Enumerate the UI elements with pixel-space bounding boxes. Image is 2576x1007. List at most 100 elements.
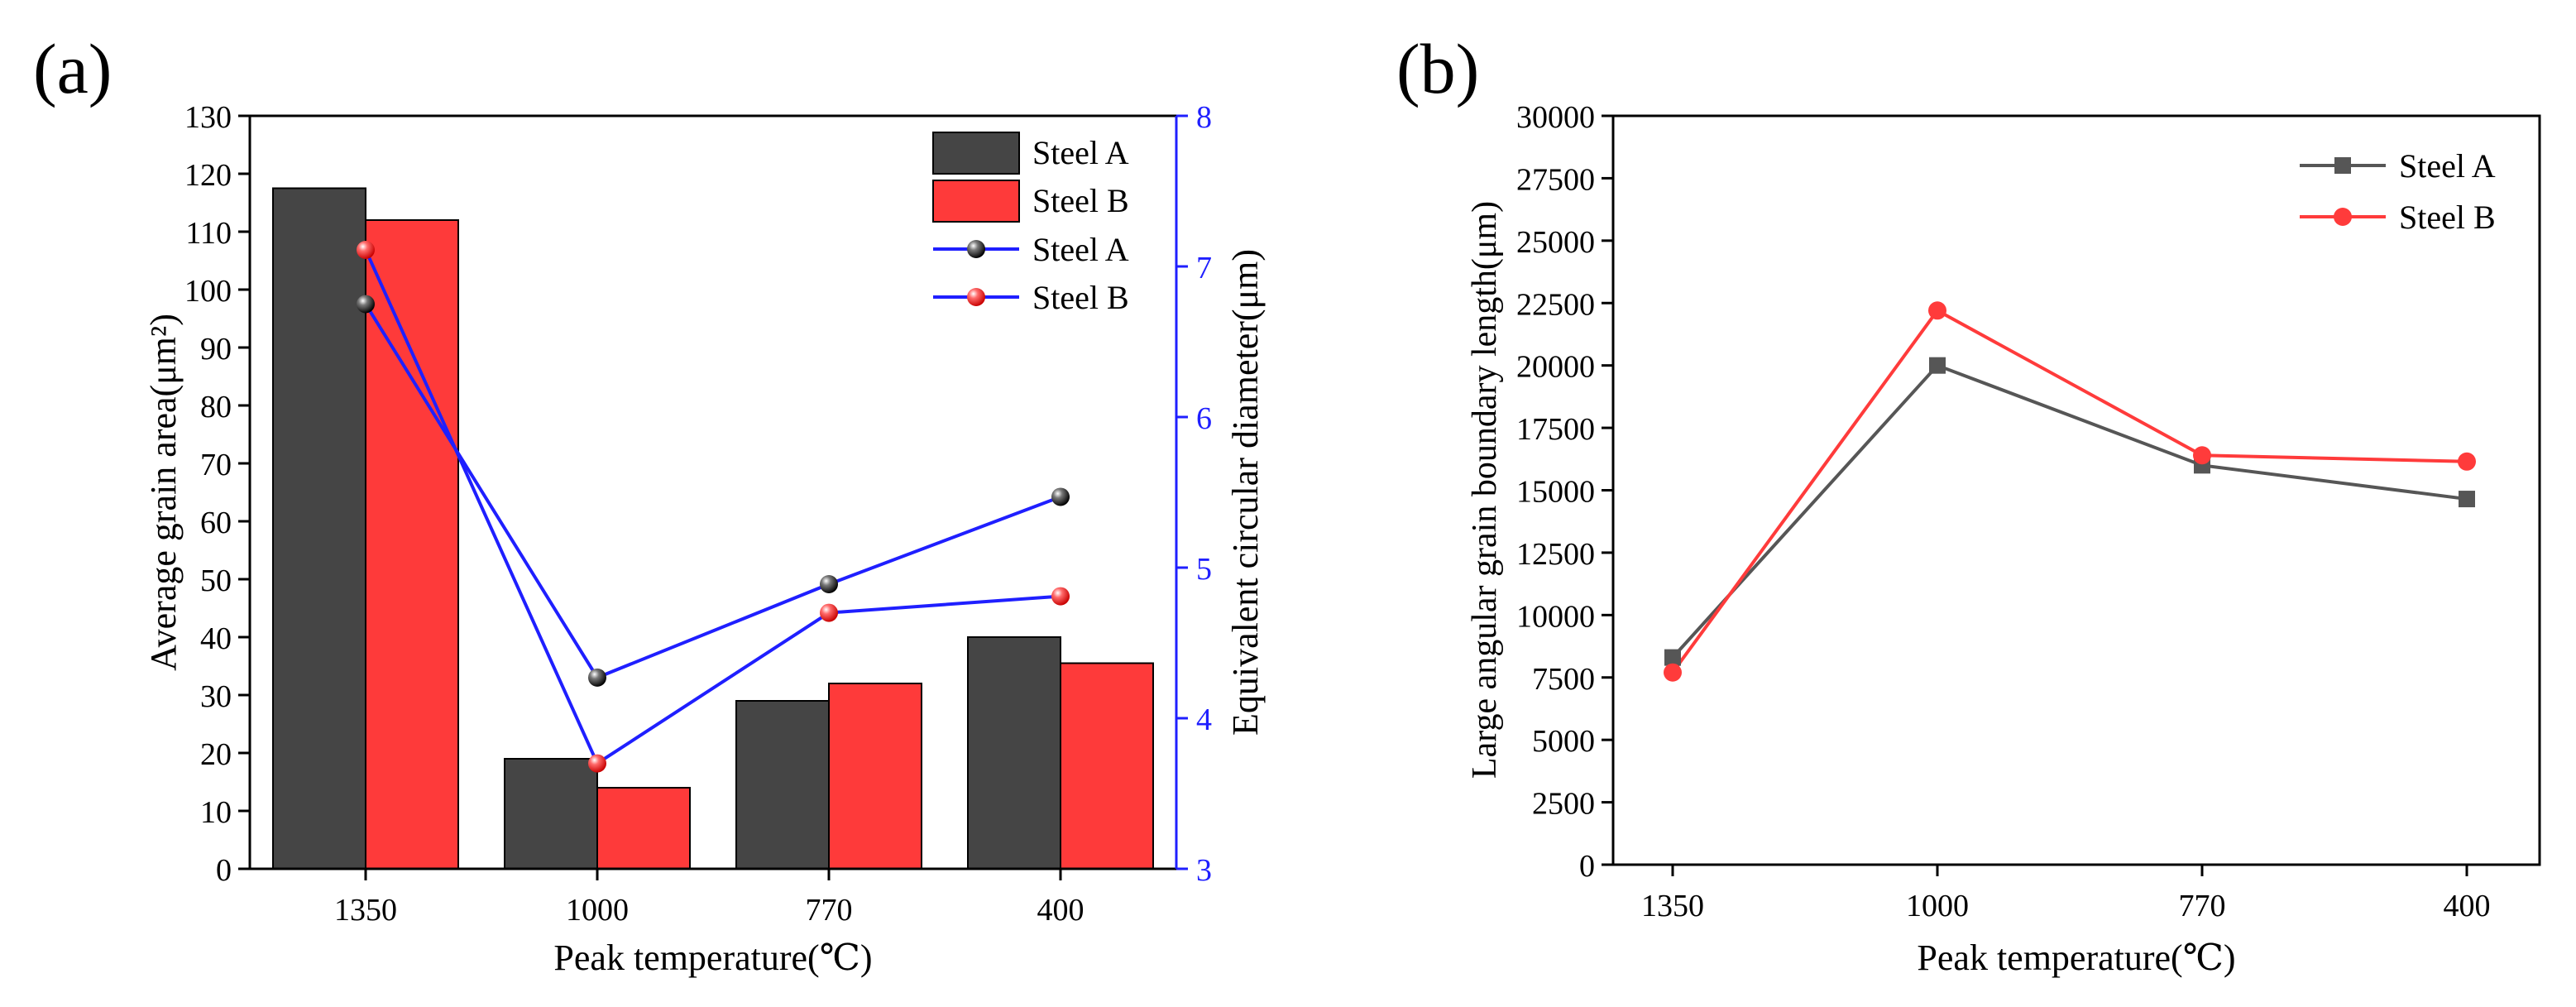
y-tick-label: 2500	[1532, 787, 1595, 822]
bar-steel-b-400	[1060, 662, 1154, 870]
y-tick-label: 0	[216, 853, 232, 888]
legend-label-0: Steel A	[2399, 147, 2496, 185]
line-steel-b-diameter	[364, 249, 1061, 766]
x-tick-label: 1350	[1641, 889, 1704, 923]
y-tick-label: 20000	[1516, 350, 1595, 385]
point-steel-b-770	[820, 603, 838, 622]
y-tick-label: 110	[185, 216, 232, 251]
chart-a-y2-ticks: 3 4 5 6 7 8	[1176, 100, 1212, 888]
chart-a-lines	[357, 240, 1070, 773]
y2-tick-label: 5	[1196, 552, 1212, 587]
bar-steel-b-770	[828, 683, 922, 870]
bar-steel-b-1350	[365, 219, 459, 870]
legend-label-bar-0: Steel A	[1032, 134, 1129, 171]
point-steel-a-1000	[1929, 357, 1946, 374]
chart-b-lines	[1664, 301, 2476, 682]
y-tick-label: 7500	[1532, 662, 1595, 697]
y-tick-label: 10000	[1516, 599, 1595, 634]
line-steel-a-boundary	[1671, 363, 2468, 659]
point-steel-a-1350	[357, 295, 375, 314]
y-tick-label: 10	[200, 795, 232, 830]
legend-label-line-0: Steel A	[1032, 231, 1129, 268]
y2-tick-label: 8	[1196, 100, 1212, 135]
bar-steel-a-1000	[504, 758, 598, 870]
y2-tick-label: 6	[1196, 401, 1212, 436]
point-steel-b-1350	[357, 240, 375, 259]
bar-steel-a-400	[967, 636, 1061, 870]
line-steel-a-diameter	[364, 303, 1061, 680]
y-tick-label: 15000	[1516, 475, 1595, 510]
chart-a-x-axis-title: Peak temperature(℃)	[553, 937, 872, 978]
y-tick-label: 120	[184, 158, 232, 193]
y-tick-label: 0	[1579, 849, 1595, 884]
panel-label-a: (a)	[33, 29, 112, 108]
legend-marker-1	[2334, 208, 2352, 226]
y-tick-label: 27500	[1516, 162, 1595, 197]
y-tick-label: 50	[200, 563, 232, 598]
x-tick-label: 1000	[1906, 889, 1969, 923]
chart-a-x-ticks: 1350 1000 770 400	[334, 869, 1085, 928]
bar-steel-a-770	[735, 700, 830, 870]
legend-swatch-bar-1	[932, 180, 1020, 223]
y-tick-label: 12500	[1516, 537, 1595, 572]
chart-b-x-axis-title: Peak temperature(℃)	[1917, 937, 2235, 978]
y-tick-label: 40	[200, 621, 232, 656]
x-tick-label: 1350	[334, 893, 397, 928]
y-tick-label: 5000	[1532, 724, 1595, 759]
chart-b-x-ticks: 1350 1000 770 400	[1641, 865, 2491, 923]
legend-marker-0	[2334, 157, 2351, 174]
chart-b: 0 2500 5000 7500 10000 12500 15000 17500 20000 22…	[1466, 100, 2541, 978]
chart-a: 0 10 20 30 40 50 60 70 80 90 100 110 120 130 3 4 5 6 7 8 1…	[143, 100, 1266, 978]
point-steel-b-1000	[588, 754, 606, 773]
y2-tick-label: 7	[1196, 251, 1212, 285]
point-steel-b-1000	[1928, 301, 1946, 320]
point-steel-b-1350	[1664, 663, 1682, 682]
y-tick-label: 100	[184, 274, 232, 309]
y-tick-label: 130	[184, 100, 232, 135]
y-tick-label: 25000	[1516, 225, 1595, 260]
chart-a-y2-axis-title: Equivalent circular diameter(μm)	[1225, 249, 1266, 736]
legend-label-line-1: Steel B	[1032, 279, 1129, 316]
legend-swatch-bar-0	[932, 132, 1020, 175]
y-tick-label: 17500	[1516, 412, 1595, 447]
y-tick-label: 22500	[1516, 287, 1595, 322]
x-tick-label: 770	[806, 893, 853, 928]
point-steel-a-400	[1051, 487, 1070, 506]
point-steel-a-770	[820, 575, 838, 594]
y-tick-label: 80	[200, 390, 232, 424]
x-tick-label: 400	[2444, 889, 2491, 923]
legend-label-1: Steel B	[2399, 199, 2496, 236]
y-tick-label: 90	[200, 332, 232, 367]
bar-steel-b-1000	[596, 787, 691, 870]
point-steel-a-400	[2459, 491, 2475, 508]
chart-a-y-axis-title: Average grain area(μm²)	[143, 314, 184, 671]
x-tick-label: 770	[2179, 889, 2226, 923]
point-steel-a-1000	[588, 668, 606, 687]
x-tick-label: 1000	[566, 893, 629, 928]
point-steel-b-400	[1051, 587, 1070, 606]
chart-a-legend: Steel A Steel B Steel A Steel B	[932, 132, 1129, 316]
legend-label-bar-1: Steel B	[1032, 182, 1129, 219]
chart-a-bars	[272, 187, 1154, 870]
point-steel-b-400	[2458, 452, 2476, 471]
chart-b-y-ticks: 0 2500 5000 7500 10000 12500 15000 17500 20000 22…	[1516, 100, 1613, 884]
legend-marker-line-1	[967, 288, 985, 306]
y-tick-label: 70	[200, 448, 232, 482]
legend-marker-line-0	[967, 240, 985, 258]
chart-b-y-axis-title: Large angular grain boundary length(μm)	[1466, 201, 1504, 779]
x-tick-label: 400	[1037, 893, 1085, 928]
y-tick-label: 30	[200, 679, 232, 714]
y-tick-label: 30000	[1516, 100, 1595, 135]
chart-b-legend: Steel A Steel B	[2300, 147, 2496, 236]
point-steel-a-1350	[1664, 649, 1681, 666]
point-steel-b-770	[2193, 446, 2211, 465]
panel-label-b: (b)	[1396, 29, 1479, 108]
y-tick-label: 20	[200, 737, 232, 772]
bar-steel-a-1350	[272, 187, 366, 870]
chart-a-y-ticks: 0 10 20 30 40 50 60 70 80 90 100 110 120 130	[184, 100, 250, 888]
y2-tick-label: 3	[1196, 853, 1212, 888]
y2-tick-label: 4	[1196, 703, 1212, 737]
line-steel-b-boundary	[1671, 308, 2468, 674]
y-tick-label: 60	[200, 506, 232, 540]
